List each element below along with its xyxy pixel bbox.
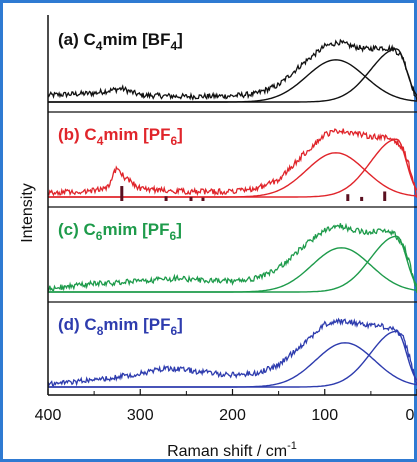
x-tick-label: 300 [127,407,154,424]
y-axis-label: Intensity [19,183,36,243]
panel-label-part: (d) C [58,315,97,334]
panels-group: (a) C4mim [BF4](b) C4mim [PF6](c) C6mim … [47,30,417,388]
panel-label-part: 4 [96,39,103,53]
calc-stick [383,191,387,201]
x-ticks-group: 400 300 200 100 0 [35,389,417,424]
panel-label-part: 4 [170,39,177,53]
calc-stick [201,197,205,201]
x-axis-label-unit-exponent: -1 [287,440,297,452]
fit-band-line [48,48,417,103]
fit-band-line [48,138,417,198]
x-tick-label: 200 [219,407,246,424]
panel-label-part: (c) C [58,220,96,239]
spectrum-line [47,128,417,198]
calc-stick [120,186,124,201]
panel-label: (d) C8mim [PF6] [58,315,183,338]
panel-label-part: 6 [170,229,177,243]
panel-label-part: 6 [170,134,177,148]
spectrum-line [47,317,417,387]
x-axis-label-text: Raman shift / cm [167,443,287,460]
panel-label-part: mim [PF [102,220,169,239]
x-tick-label: 400 [35,407,62,424]
spectrum-line [47,222,417,294]
calc-stick [189,196,193,201]
x-tick-label: 0 [406,407,415,424]
x-tick-label: 100 [311,407,338,424]
panel-label: (a) C4mim [BF4] [58,30,183,53]
x-axis-label: Raman shift / cm-1 [167,440,297,460]
panel-0: (a) C4mim [BF4] [47,30,417,113]
panel-label-part: ] [176,220,182,239]
panel-label: (c) C6mim [PF6] [58,220,182,243]
panel-label-part: ] [177,30,183,49]
panel-1: (b) C4mim [PF6] [47,125,417,208]
panel-label-part: mim [BF [102,30,170,49]
panel-label-part: (a) C [58,30,96,49]
calc-stick [346,194,350,201]
panel-label-part: 8 [97,324,104,338]
panel-label-part: mim [PF [103,125,170,144]
calc-stick [164,196,168,201]
panel-label-part: 6 [96,229,103,243]
panel-label-part: mim [PF [103,315,170,334]
panel-2: (c) C6mim [PF6] [47,220,417,303]
calc-stick [360,196,364,201]
panel-label-part: ] [177,315,183,334]
panel-label-part: 6 [170,324,177,338]
fit-band-line [48,330,417,388]
panel-3: (d) C8mim [PF6] [47,315,417,388]
panel-label-part: ] [177,125,183,144]
panel-label: (b) C4mim [PF6] [58,125,183,148]
panel-label-part: 4 [97,134,104,148]
fit-band-line [48,235,417,293]
panel-label-part: (b) C [58,125,97,144]
spectrum-line [47,38,417,101]
